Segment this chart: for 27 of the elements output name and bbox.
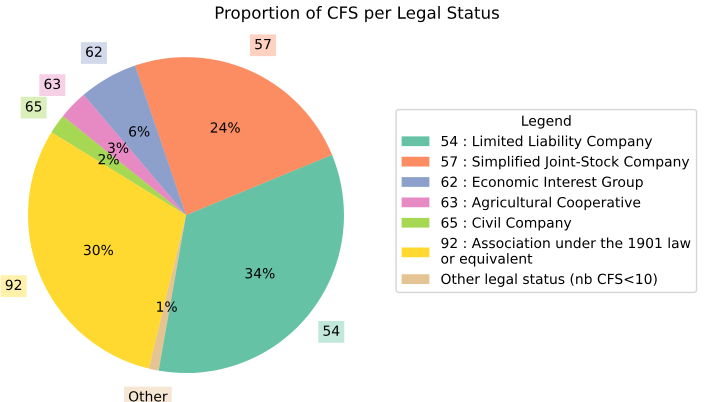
data-label: 24% <box>210 122 240 133</box>
legend-label: 62 : Economic Interest Group <box>441 176 643 190</box>
legend-label: 54 : Limited Liability Company <box>442 136 652 149</box>
legend-title: Legend <box>522 115 571 129</box>
pie-slice <box>62 94 186 216</box>
data-label: 2% <box>98 154 119 164</box>
text: Other <box>128 390 168 402</box>
pie-slice <box>148 215 186 371</box>
text: 65 <box>26 101 42 112</box>
text: 54 <box>324 326 340 336</box>
text: 63 <box>44 78 60 90</box>
data-label: 34% <box>245 268 275 278</box>
data-label: 30% <box>84 244 114 256</box>
legend-label: 63 : Agricultural Cooperative <box>441 196 640 210</box>
legend-label: 57 : Simplified Joint-Stock Company <box>442 156 690 170</box>
data-label: 6% <box>129 126 150 137</box>
legend-label: 65 : Civil Company <box>441 217 572 231</box>
chart-title: Proportion of CFS per Legal Status <box>216 6 499 22</box>
text: 57 <box>255 39 271 50</box>
data-label: 3% <box>108 142 128 154</box>
pie-slice <box>84 66 186 216</box>
pie-slice <box>51 116 186 216</box>
text: 92 <box>6 280 22 290</box>
legend-label: Other legal status (nb CFS<10) <box>441 273 657 287</box>
pie-slice <box>158 154 344 374</box>
legend-label: 92 : Association under the 1901 law or equivalent <box>441 237 690 266</box>
text: 62 <box>86 46 102 58</box>
